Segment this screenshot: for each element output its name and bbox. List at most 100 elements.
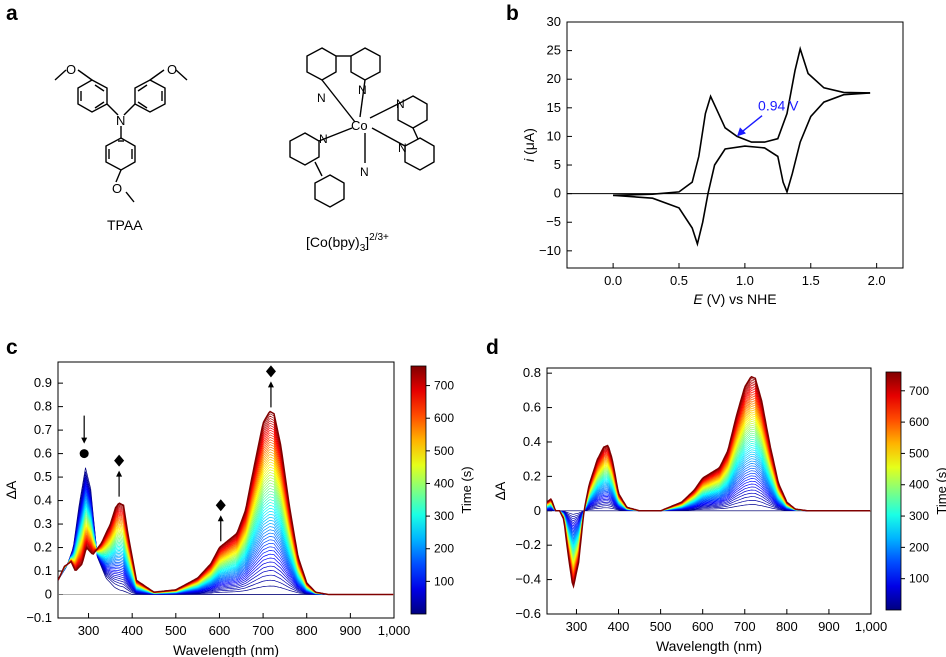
x-tick-label: 800 bbox=[776, 619, 798, 634]
trend-arrowhead bbox=[116, 470, 123, 477]
trend-arrowhead bbox=[217, 515, 224, 522]
y-tick-label: 20 bbox=[547, 71, 561, 86]
panel-label-b: b bbox=[506, 2, 519, 25]
tpaa-structure bbox=[54, 69, 188, 203]
colorbar-tick-label: 300 bbox=[909, 509, 929, 523]
y-axis-label: ΔA bbox=[492, 481, 508, 500]
y-tick-label: −10 bbox=[539, 243, 561, 258]
x-tick-label: 400 bbox=[608, 619, 630, 634]
cobalt-complex-structure bbox=[289, 47, 435, 208]
spectra-curves bbox=[547, 375, 871, 589]
y-tick-label: 0.8 bbox=[523, 365, 541, 380]
svg-text:O: O bbox=[112, 181, 122, 196]
colorbar-tick-label: 100 bbox=[909, 572, 929, 586]
x-tick-label: 700 bbox=[252, 623, 274, 638]
cobalt-complex-label: [Co(bpy)3]2/3+ bbox=[306, 232, 389, 254]
x-axis-label: Wavelength (nm) bbox=[173, 642, 279, 657]
tpaa-atom-labels: N O O O bbox=[66, 62, 177, 196]
x-axis-label: E (V) vs NHE bbox=[693, 291, 776, 307]
x-tick-label: 900 bbox=[818, 619, 840, 634]
y-tick-label: 0.4 bbox=[523, 434, 541, 449]
y-tick-label: −5 bbox=[546, 214, 561, 229]
svg-text:O: O bbox=[167, 62, 177, 77]
y-tick-label: 0.5 bbox=[34, 469, 52, 484]
y-tick-label: 0 bbox=[554, 186, 561, 201]
colorbar-tick-label: 500 bbox=[434, 444, 454, 458]
tpaa-label: TPAA bbox=[107, 217, 143, 233]
x-tick-label: 0.0 bbox=[604, 273, 622, 288]
x-tick-label: 1.5 bbox=[802, 273, 820, 288]
plot-frame bbox=[546, 367, 872, 615]
svg-text:Co: Co bbox=[351, 118, 368, 133]
spectrum-curve bbox=[58, 410, 394, 596]
x-tick-label: 400 bbox=[121, 623, 143, 638]
svg-text:N: N bbox=[319, 132, 328, 146]
trend-arrowhead bbox=[267, 381, 274, 388]
svg-text:N: N bbox=[317, 91, 326, 105]
x-tick-label: 500 bbox=[650, 619, 672, 634]
colorbar-tick-label: 300 bbox=[434, 509, 454, 523]
y-tick-label: 0.2 bbox=[523, 468, 541, 483]
colorbar-tick-label: 100 bbox=[434, 574, 454, 588]
x-axis-label: Wavelength (nm) bbox=[656, 638, 762, 654]
colorbar-tick-label: 200 bbox=[909, 540, 929, 554]
colorbar-tick-label: 700 bbox=[434, 379, 454, 393]
x-tick-label: 300 bbox=[566, 619, 588, 634]
x-tick-label: 500 bbox=[165, 623, 187, 638]
x-tick-label: 600 bbox=[692, 619, 714, 634]
colorbar-label: Time (s) bbox=[459, 466, 474, 513]
svg-text:O: O bbox=[66, 62, 76, 77]
plot-frame bbox=[566, 21, 904, 269]
y-tick-label: 15 bbox=[547, 100, 561, 115]
y-axis-label: ΔA bbox=[3, 480, 19, 499]
colorbar bbox=[410, 365, 427, 615]
x-tick-label: 1,000 bbox=[855, 619, 888, 634]
y-tick-label: 0.7 bbox=[34, 422, 52, 437]
cv-upper-branch bbox=[613, 45, 871, 197]
x-tick-label: 900 bbox=[340, 623, 362, 638]
x-tick-label: 1,000 bbox=[378, 623, 411, 638]
colorbar-tick-label: 700 bbox=[909, 384, 929, 398]
y-tick-label: 0 bbox=[45, 587, 52, 602]
cobalt-complex-atom-labels: Co N N N N N N bbox=[317, 83, 407, 179]
trend-arrowhead bbox=[81, 437, 88, 444]
x-tick-label: 2.0 bbox=[868, 273, 886, 288]
colorbar-tick-label: 600 bbox=[434, 411, 454, 425]
svg-text:N: N bbox=[396, 97, 405, 111]
plot-frame bbox=[57, 361, 395, 619]
y-tick-label: 0.6 bbox=[34, 446, 52, 461]
x-tick-label: 700 bbox=[734, 619, 756, 634]
y-tick-label: −0.1 bbox=[26, 610, 52, 625]
y-axis-label: i (μA) bbox=[521, 128, 537, 162]
y-tick-label: 0.8 bbox=[34, 399, 52, 414]
y-tick-label: 25 bbox=[547, 43, 561, 58]
colorbar-tick-label: 400 bbox=[434, 476, 454, 490]
circle-marker bbox=[79, 449, 89, 459]
x-tick-label: 1.0 bbox=[736, 273, 754, 288]
y-tick-label: 0.4 bbox=[34, 493, 52, 508]
y-tick-label: −0.4 bbox=[515, 572, 541, 587]
y-tick-label: 30 bbox=[547, 14, 561, 29]
diamond-marker bbox=[215, 499, 226, 512]
annotation-arrowhead bbox=[736, 127, 746, 137]
cv-lower-branch bbox=[613, 92, 871, 247]
svg-text:N: N bbox=[116, 113, 125, 128]
svg-text:N: N bbox=[358, 83, 367, 97]
svg-text:N: N bbox=[398, 141, 407, 155]
colorbar-tick-label: 600 bbox=[909, 415, 929, 429]
x-tick-label: 300 bbox=[78, 623, 100, 638]
panel-label-d: d bbox=[486, 336, 499, 359]
x-tick-label: 600 bbox=[209, 623, 231, 638]
colorbar-tick-label: 500 bbox=[909, 446, 929, 460]
colorbar-tick-label: 200 bbox=[434, 542, 454, 556]
y-tick-label: 0.2 bbox=[34, 540, 52, 555]
panel-label-c: c bbox=[6, 336, 18, 359]
colorbar-label: Time (s) bbox=[934, 467, 946, 514]
y-tick-label: 0.1 bbox=[34, 563, 52, 578]
x-tick-label: 800 bbox=[296, 623, 318, 638]
spectra-curves bbox=[58, 410, 394, 596]
